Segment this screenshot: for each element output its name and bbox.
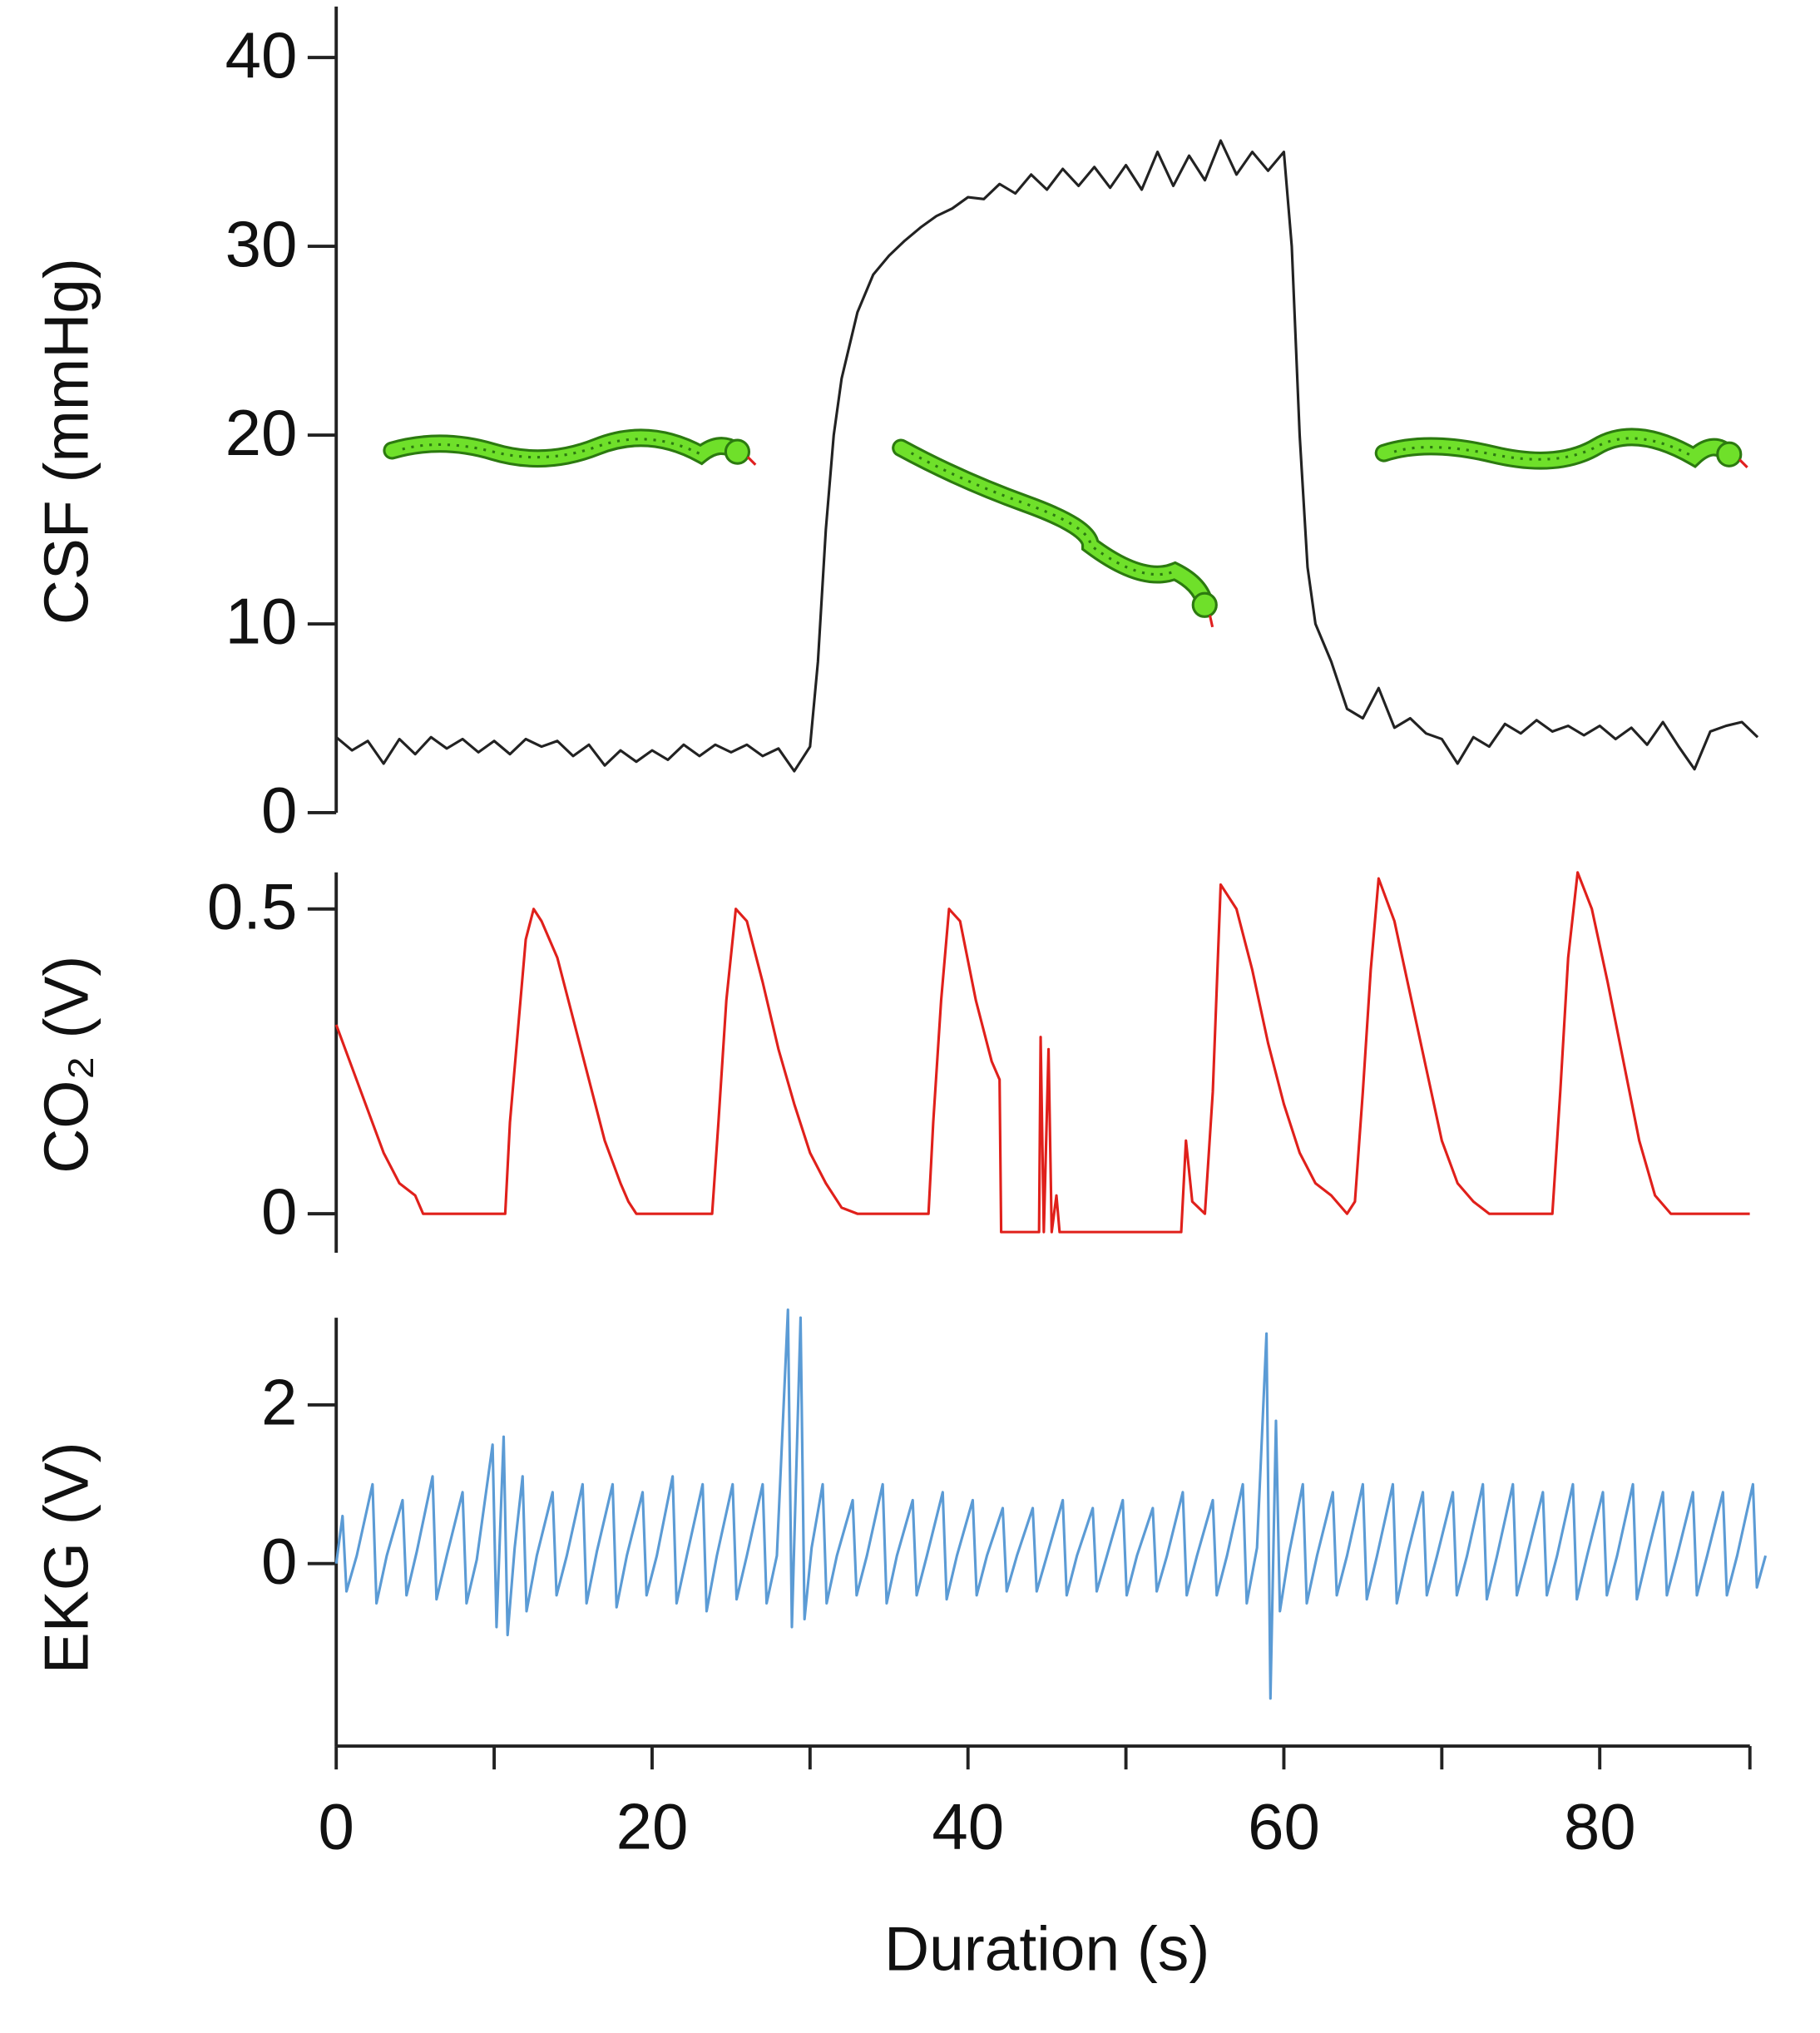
y-tick-label: 2 xyxy=(261,1366,297,1439)
y-axis-label: EKG (V) xyxy=(32,1442,101,1674)
snake xyxy=(383,428,757,468)
y-tick-label: 10 xyxy=(225,585,298,658)
y-axis-label: CO₂ (V) xyxy=(32,956,101,1174)
y-tick-label: 0 xyxy=(261,1524,297,1597)
y-tick-label: 20 xyxy=(225,396,298,469)
y-tick-label: 0.5 xyxy=(207,869,297,942)
y-axis-label: CSF (mmHg) xyxy=(32,258,101,625)
data-line xyxy=(334,1308,1768,1700)
snake xyxy=(1374,428,1748,470)
y-tick-label: 0 xyxy=(261,774,297,847)
x-tick-label: 20 xyxy=(616,1790,689,1863)
snake xyxy=(892,438,1218,628)
data-line xyxy=(335,139,1759,773)
y-tick-label: 40 xyxy=(225,18,298,92)
x-tick-label: 40 xyxy=(932,1790,1004,1863)
y-tick-label: 0 xyxy=(261,1175,297,1248)
x-tick-label: 80 xyxy=(1564,1790,1636,1863)
snake-illustrations xyxy=(383,428,1748,628)
y-tick-label: 30 xyxy=(225,207,298,280)
x-tick-label: 0 xyxy=(319,1790,354,1863)
x-axis-label: Duration (s) xyxy=(884,1914,1209,1984)
x-tick-label: 60 xyxy=(1248,1790,1320,1863)
data-line xyxy=(334,871,1750,1234)
